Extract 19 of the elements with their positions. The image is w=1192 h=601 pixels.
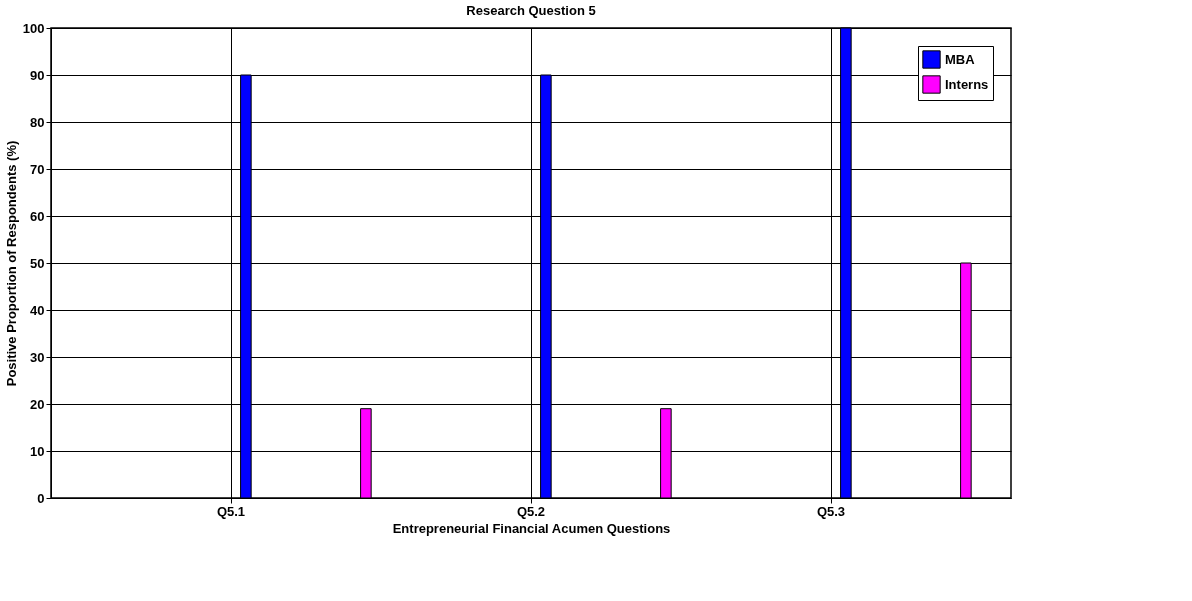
y-tick-label: 0 <box>37 490 45 506</box>
y-tick-label: 30 <box>30 349 45 365</box>
x-tick-label: Q5.3 <box>816 503 846 519</box>
y-tick-label: 10 <box>30 443 45 459</box>
legend-label: Interns <box>945 76 989 92</box>
y-tick-label: 20 <box>30 396 45 412</box>
y-tick-label: 90 <box>30 67 45 83</box>
y-tick-label: 70 <box>30 161 45 177</box>
y-axis-title: Positive Proportion of Respondents (%) <box>3 140 19 387</box>
x-tick-label: Q5.1 <box>216 503 246 519</box>
x-axis-title: Entrepreneurial Financial Acumen Questions <box>392 520 671 536</box>
y-tick-label: 100 <box>22 20 45 36</box>
legend-label: MBA <box>945 51 976 67</box>
y-tick-label: 60 <box>30 208 45 224</box>
chart-title: Research Question 5 <box>466 3 596 18</box>
y-tick-label: 50 <box>30 255 45 271</box>
x-tick-label: Q5.2 <box>516 503 546 519</box>
y-tick-label: 40 <box>30 302 45 318</box>
y-tick-label: 80 <box>30 114 45 130</box>
